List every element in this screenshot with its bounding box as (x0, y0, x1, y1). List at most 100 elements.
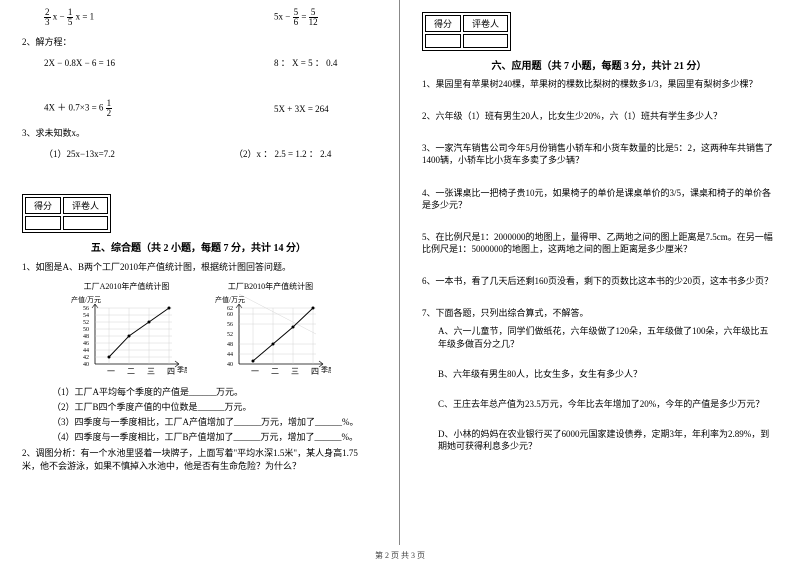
app-q1: 1、果园里有苹果树240棵，苹果树的棵数比梨树的棵数多1/3，果园里有梨树多少棵… (422, 78, 776, 90)
svg-text:52: 52 (83, 320, 89, 326)
section-5-title: 五、综合题（共 2 小题，每题 7 分，共计 14 分） (22, 239, 375, 254)
app-q2: 2、六年级（1）班有男生20人，比女生少20%，六（1）班共有学生多少人？ (422, 110, 776, 122)
svg-text:三: 三 (147, 367, 155, 376)
svg-text:42: 42 (83, 355, 89, 361)
q7-a: A、六一儿童节，同学们做纸花，六年级做了120朵，五年级做了100朵，六年级比五… (438, 325, 776, 349)
svg-text:48: 48 (83, 334, 89, 340)
q7-d: D、小林的妈妈在农业银行买了6000元国家建设债券，定期3年，年利率为2.89%… (438, 428, 776, 452)
svg-text:40: 40 (227, 362, 233, 368)
svg-text:54: 54 (83, 313, 89, 319)
eq-1b-pre: 5x − (274, 12, 293, 22)
chart-b-grid: 40 44 48 52 56 60 62 (227, 294, 323, 368)
equation-row-1: 23 x − 15 x = 1 5x − 56 = 512 (22, 8, 375, 27)
frac-1-2: 12 (106, 99, 113, 118)
q7-b: B、六年级有男生80人，比女生多，女生有多少人？ (438, 368, 776, 380)
chart-b-svg: 产值/万元 40 44 48 52 56 (211, 294, 331, 379)
svg-text:季度: 季度 (321, 365, 331, 374)
equation-row-4: （1）25x−13x=7.2 （2）x ： 2.5 = 1.2 ： 2.4 (22, 147, 375, 160)
eq-2a: 2X − 0.8X − 6 = 16 (44, 58, 164, 68)
q5-1-intro: 1、如图是A、B两个工厂2010年产值统计图，根据统计图回答问题。 (22, 260, 375, 273)
eq-4b: （2）x ： 2.5 = 1.2 ： 2.4 (234, 147, 354, 160)
page-footer: 第 2 页 共 3 页 (0, 550, 800, 561)
q5-2: 2、调图分析：有一个水池里竖着一块牌子，上面写着"平均水深1.5米"，某人身高1… (22, 447, 375, 472)
svg-text:一: 一 (107, 367, 115, 376)
svg-text:二: 二 (127, 367, 135, 376)
sub-3: （3）四季度与一季度相比，工厂A产值增加了______万元，增加了______%… (52, 415, 375, 428)
sub-2: （2）工厂B四个季度产值的中位数是______万元。 (52, 400, 375, 413)
app-q6: 6、一本书，看了几天后还剩160页没看，剩下的页数比这本书的少20页，这本书多少… (422, 275, 776, 287)
score-box-left: 得分 评卷人 (22, 194, 111, 233)
chart-b-title: 工厂B2010年产值统计图 (211, 281, 331, 292)
score-label: 得分 (25, 197, 61, 214)
chart-a-line (109, 308, 169, 357)
chart-b: 产值/万元 40 44 48 52 56 (211, 294, 331, 379)
eq-3b: 5X + 3X = 264 (274, 104, 394, 114)
equation-row-2: 2X − 0.8X − 6 = 16 8 ： X = 5 ： 0.4 (22, 56, 375, 69)
svg-text:三: 三 (291, 367, 299, 376)
svg-text:56: 56 (83, 306, 89, 312)
eq-1b-eq: = (301, 12, 308, 22)
frac-1-5: 15 (67, 8, 74, 27)
score-label-r: 得分 (425, 15, 461, 32)
left-column: 23 x − 15 x = 1 5x − 56 = 512 2、解方程： 2X … (0, 0, 400, 545)
svg-text:产值/万元: 产值/万元 (215, 295, 245, 304)
q7-intro: 7、下面各题，只列出综合算式，不解答。 (422, 308, 589, 318)
svg-text:44: 44 (83, 348, 89, 354)
app-q3: 3、一家汽车销售公司今年5月份销售小轿车和小货车数量的比是5：2，这两种车共销售… (422, 142, 776, 166)
eq-3a-pre: 4X ＋ 0.7×3 = 6 (44, 103, 103, 113)
grader-label: 评卷人 (63, 197, 108, 214)
y-label-a: 产值/万元 (71, 295, 101, 304)
chart-a-svg: 产值/万元 40 42 44 46 48 (67, 294, 187, 379)
spacer (22, 77, 375, 99)
eq-1a: 23 x − 15 x = 1 (44, 8, 164, 27)
svg-text:50: 50 (83, 327, 89, 333)
svg-text:一: 一 (251, 367, 259, 376)
sub-1: （1）工厂A平均每个季度的产值是______万元。 (52, 385, 375, 398)
grader-label-r: 评卷人 (463, 15, 508, 32)
eq-1a-mid: x − (53, 12, 67, 22)
page: 23 x − 15 x = 1 5x − 56 = 512 2、解方程： 2X … (0, 0, 800, 545)
chart-b-line (253, 308, 313, 361)
svg-text:46: 46 (83, 341, 89, 347)
score-box-right: 得分 评卷人 (422, 12, 511, 51)
eq-1a-post: x = 1 (76, 12, 95, 22)
frac-5-12: 512 (309, 8, 318, 27)
q2-title: 2、解方程： (22, 35, 375, 48)
charts-container: 工厂A2010年产值统计图 产值/万元 40 42 (22, 281, 375, 379)
frac-2-3: 23 (44, 8, 51, 27)
eq-1b: 5x − 56 = 512 (274, 8, 394, 27)
svg-text:62: 62 (227, 306, 233, 312)
svg-text:52: 52 (227, 332, 233, 338)
grader-blank-r (463, 34, 508, 48)
svg-text:56: 56 (227, 322, 233, 328)
section-6-title: 六、应用题（共 7 小题，每题 3 分，共计 21 分） (422, 57, 776, 72)
svg-text:44: 44 (227, 352, 233, 358)
eq-3a: 4X ＋ 0.7×3 = 6 12 (44, 99, 164, 118)
eq-2b: 8 ： X = 5 ： 0.4 (274, 56, 394, 69)
chart-a-box: 工厂A2010年产值统计图 产值/万元 40 42 (67, 281, 187, 379)
chart-b-box: 工厂B2010年产值统计图 产值/万元 40 44 (211, 281, 331, 379)
svg-text:四: 四 (167, 367, 175, 376)
q7-c: C、王庄去年总产值为23.5万元，今年比去年增加了20%，今年的产值是多少万元？ (438, 398, 776, 410)
app-q5: 5、在比例尺是1：2000000的地图上，量得甲、乙两地之间的图上距离是7.5c… (422, 231, 776, 255)
sub-4: （4）四季度与一季度相比，工厂B产值增加了______万元，增加了______%… (52, 430, 375, 443)
equation-row-3: 4X ＋ 0.7×3 = 6 12 5X + 3X = 264 (22, 99, 375, 118)
chart-a: 产值/万元 40 42 44 46 48 (67, 294, 187, 379)
svg-text:二: 二 (271, 367, 279, 376)
frac-5-6: 56 (293, 8, 300, 27)
svg-text:60: 60 (227, 312, 233, 318)
chart-a-title: 工厂A2010年产值统计图 (67, 281, 187, 292)
app-q4: 4、一张课桌比一把椅子贵10元，如果椅子的单价是课桌单价的3/5，课桌和椅子的单… (422, 187, 776, 211)
grader-blank (63, 216, 108, 230)
svg-text:48: 48 (227, 342, 233, 348)
spacer (22, 168, 375, 190)
svg-text:季度: 季度 (177, 365, 187, 374)
q3-title: 3、求未知数x。 (22, 126, 375, 139)
right-column: 得分 评卷人 六、应用题（共 7 小题，每题 3 分，共计 21 分） 1、果园… (400, 0, 800, 545)
svg-text:四: 四 (311, 367, 319, 376)
score-blank (25, 216, 61, 230)
score-blank-r (425, 34, 461, 48)
chart-a-grid: 40 42 44 46 48 50 52 54 56 (83, 304, 179, 368)
svg-text:40: 40 (83, 362, 89, 368)
app-q7: 7、下面各题，只列出综合算式，不解答。 A、六一儿童节，同学们做纸花，六年级做了… (422, 307, 776, 452)
